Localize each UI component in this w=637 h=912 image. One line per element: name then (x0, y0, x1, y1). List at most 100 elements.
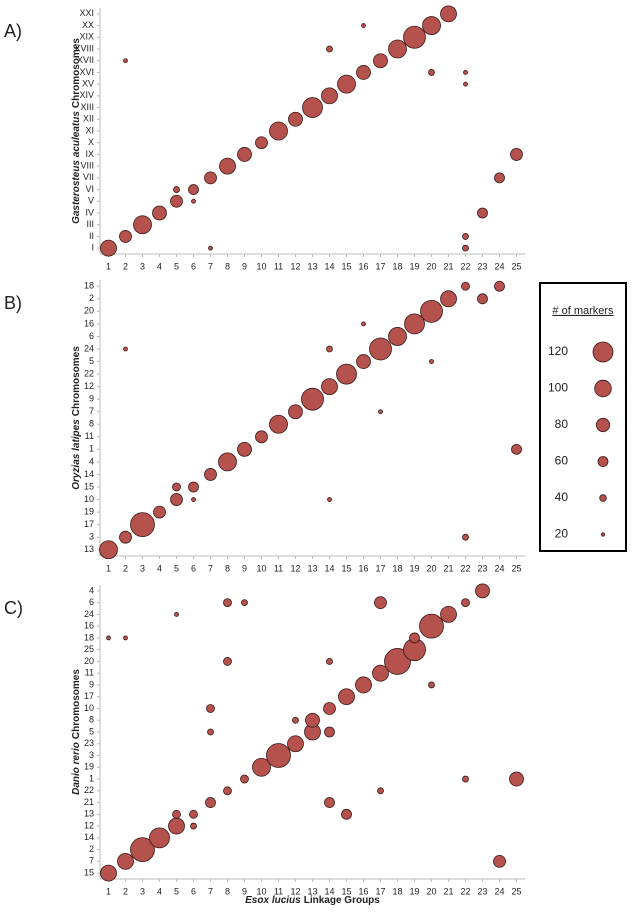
bubble (208, 245, 213, 251)
x-tick-label: 20 (426, 886, 436, 896)
y-tick-label: 9 (89, 394, 94, 404)
x-tick-label: 23 (477, 261, 487, 271)
legend-bubble (594, 379, 612, 398)
bubble (189, 809, 198, 819)
bubble (130, 512, 155, 538)
bubble (510, 148, 523, 161)
y-tick-label: 2 (89, 293, 94, 303)
x-axis-label-text: Linkage Groups (304, 895, 381, 906)
bubble (172, 482, 181, 492)
bubble (204, 171, 217, 185)
y-tick-label: 1 (89, 773, 94, 783)
bubble (324, 797, 335, 808)
x-tick-label: 14 (324, 563, 334, 573)
bubble (341, 808, 352, 820)
bubble (218, 452, 237, 472)
bubble (172, 809, 181, 819)
bubble (302, 97, 323, 118)
y-axis-label-species: Oryzias latipes (71, 419, 82, 490)
legend-label: 100 (548, 381, 568, 395)
y-tick-label: 10 (84, 703, 94, 713)
bubble (191, 497, 196, 502)
x-tick-label: 20 (426, 261, 436, 271)
bubble (174, 612, 179, 617)
y-tick-label: 22 (84, 368, 94, 378)
bubble (100, 864, 117, 882)
y-tick-label: IV (85, 207, 94, 217)
y-tick-label: 20 (84, 656, 94, 666)
bubble (188, 481, 199, 493)
bubble (240, 774, 249, 784)
bubble (190, 822, 197, 830)
x-tick-label: 21 (443, 261, 453, 271)
bubble (206, 704, 215, 713)
x-tick-label: 13 (307, 563, 317, 573)
legend-box (539, 282, 627, 552)
bubble (173, 186, 180, 193)
y-tick-label: 25 (84, 644, 94, 654)
y-axis-label-text: Chromosomes (71, 669, 82, 739)
y-tick-label: XII (83, 114, 94, 124)
x-tick-label: 3 (140, 886, 145, 896)
bubble (356, 65, 371, 80)
legend-bubble (592, 341, 614, 363)
bubble (420, 299, 443, 323)
y-tick-label: XVI (79, 67, 94, 77)
x-tick-label: 23 (477, 886, 487, 896)
x-tick-label: 17 (375, 886, 385, 896)
y-tick-label: XVII (77, 55, 94, 65)
y-tick-label: V (88, 196, 94, 206)
bubble (191, 198, 196, 204)
y-tick-label: 7 (89, 406, 94, 416)
y-tick-label: XX (82, 20, 94, 30)
bubble (301, 387, 324, 411)
bubble (338, 688, 355, 706)
x-tick-label: 19 (409, 563, 419, 573)
y-tick-label: 19 (84, 506, 94, 516)
bubble (477, 207, 488, 219)
y-tick-label: XVIII (74, 43, 94, 53)
legend-label: 20 (555, 527, 569, 541)
bubble (463, 70, 468, 75)
x-tick-label: 14 (324, 261, 334, 271)
x-tick-label: 3 (140, 261, 145, 271)
panel-label: A) (4, 21, 22, 41)
bubble (409, 632, 420, 644)
x-tick-label: 2 (123, 886, 128, 896)
x-tick-label: 21 (443, 563, 453, 573)
bubble (462, 775, 469, 783)
bubble (123, 635, 128, 641)
bubble (336, 363, 357, 385)
y-tick-label: 13 (84, 544, 94, 554)
bubble (428, 69, 435, 76)
y-tick-label: 22 (84, 785, 94, 795)
bubble (511, 443, 522, 455)
bubble (361, 321, 366, 327)
y-axis-label: Oryzias latipes Chromosomes (71, 346, 82, 490)
y-tick-label: 24 (84, 343, 94, 353)
bubble (321, 378, 338, 396)
bubble (287, 735, 304, 753)
x-tick-label: 6 (191, 886, 196, 896)
bubble (207, 728, 214, 736)
bubble (388, 327, 407, 346)
bubble (219, 157, 236, 175)
x-tick-label: 13 (307, 261, 317, 271)
bubble (288, 404, 303, 420)
y-tick-label: 15 (84, 481, 94, 491)
bubble (170, 493, 183, 506)
bubble (119, 530, 132, 544)
legend-bubble (600, 532, 606, 537)
bubble (223, 598, 232, 608)
bubble (461, 598, 470, 608)
bubble (117, 852, 134, 870)
bubble (323, 702, 336, 715)
x-tick-label: 2 (123, 563, 128, 573)
y-tick-label: XV (82, 79, 94, 89)
y-tick-label: 23 (84, 738, 94, 748)
x-tick-label: 5 (174, 886, 179, 896)
x-tick-label: 13 (307, 886, 317, 896)
x-tick-label: 7 (208, 563, 213, 573)
y-tick-label: 1 (89, 444, 94, 454)
